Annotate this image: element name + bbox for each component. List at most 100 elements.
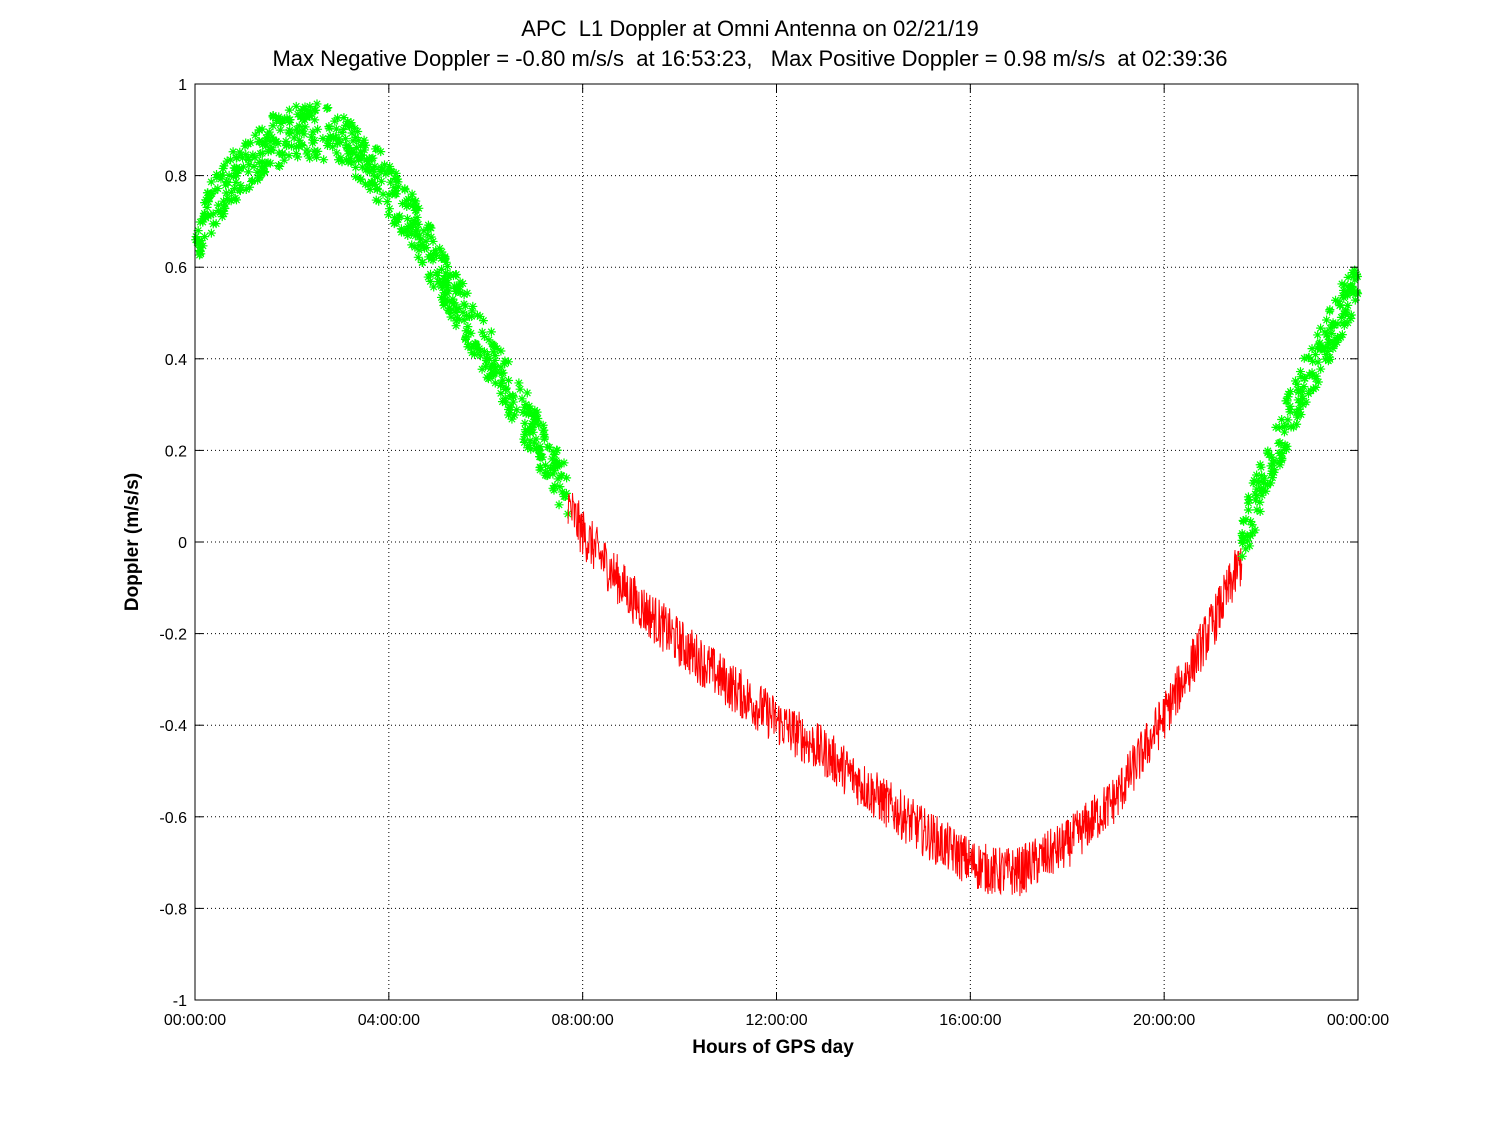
doppler-marker xyxy=(300,122,310,132)
doppler-marker xyxy=(313,146,323,156)
doppler-marker xyxy=(468,301,478,311)
doppler-marker xyxy=(464,327,474,337)
doppler-marker xyxy=(1300,373,1310,383)
doppler-marker xyxy=(440,253,450,263)
y-tick-label: 1 xyxy=(178,77,187,94)
doppler-marker xyxy=(291,142,301,152)
doppler-marker xyxy=(492,343,502,353)
y-tick-label: -1 xyxy=(173,993,187,1010)
doppler-marker xyxy=(477,327,487,337)
doppler-marker xyxy=(407,189,417,199)
doppler-marker xyxy=(1311,374,1321,384)
doppler-marker xyxy=(1321,349,1331,359)
doppler-marker xyxy=(275,125,285,135)
doppler-marker xyxy=(475,311,485,321)
doppler-marker xyxy=(532,416,542,426)
doppler-marker xyxy=(305,101,315,111)
doppler-marker xyxy=(475,346,485,356)
doppler-marker xyxy=(1243,498,1253,508)
doppler-marker xyxy=(496,346,506,356)
doppler-marker xyxy=(455,277,465,287)
doppler-marker xyxy=(298,104,308,114)
doppler-marker xyxy=(454,282,464,292)
doppler-marker xyxy=(496,388,506,398)
doppler-marker xyxy=(393,214,403,224)
doppler-marker xyxy=(333,138,343,148)
doppler-marker xyxy=(461,333,471,343)
doppler-marker xyxy=(445,269,455,279)
doppler-marker xyxy=(1338,291,1348,301)
doppler-marker xyxy=(467,306,477,316)
doppler-marker xyxy=(229,184,239,194)
doppler-marker xyxy=(559,458,569,468)
doppler-marker xyxy=(1283,415,1293,425)
doppler-marker xyxy=(1294,387,1304,397)
doppler-marker xyxy=(1277,455,1287,465)
doppler-marker xyxy=(364,153,374,163)
doppler-marker xyxy=(549,460,559,470)
doppler-marker xyxy=(257,162,267,172)
doppler-marker xyxy=(451,321,461,331)
series-1 xyxy=(567,492,1243,897)
doppler-marker xyxy=(345,153,355,163)
doppler-marker xyxy=(226,155,236,165)
doppler-marker xyxy=(249,161,259,171)
doppler-marker xyxy=(291,149,301,159)
doppler-marker xyxy=(1299,382,1309,392)
doppler-marker xyxy=(1261,486,1271,496)
doppler-marker xyxy=(555,482,565,492)
doppler-marker xyxy=(418,242,428,252)
doppler-marker xyxy=(385,161,395,171)
doppler-marker xyxy=(200,198,210,208)
doppler-marker xyxy=(1321,354,1331,364)
doppler-marker xyxy=(213,200,223,210)
doppler-marker xyxy=(274,112,284,122)
doppler-marker xyxy=(371,144,381,154)
doppler-marker xyxy=(1246,517,1256,527)
doppler-marker xyxy=(202,188,212,198)
doppler-marker xyxy=(206,189,216,199)
doppler-marker xyxy=(503,404,513,414)
doppler-marker xyxy=(250,130,260,140)
doppler-marker xyxy=(277,148,287,158)
doppler-marker xyxy=(504,402,514,412)
doppler-marker xyxy=(257,148,267,158)
doppler-marker xyxy=(338,125,348,135)
doppler-marker xyxy=(344,149,354,159)
doppler-marker xyxy=(391,217,401,227)
doppler-marker xyxy=(1325,306,1335,316)
doppler-marker xyxy=(431,250,441,260)
doppler-marker xyxy=(255,166,265,176)
doppler-marker xyxy=(350,123,360,133)
doppler-marker xyxy=(1276,448,1286,458)
doppler-marker xyxy=(402,201,412,211)
doppler-marker xyxy=(1333,319,1343,329)
doppler-marker xyxy=(293,152,303,162)
doppler-marker xyxy=(1313,330,1323,340)
doppler-marker xyxy=(351,172,361,182)
doppler-marker xyxy=(1247,520,1257,530)
doppler-marker xyxy=(247,177,257,187)
doppler-marker xyxy=(490,378,500,388)
doppler-marker xyxy=(449,298,459,308)
doppler-marker xyxy=(198,214,208,224)
x-tick-label: 04:00:00 xyxy=(358,1012,420,1029)
doppler-marker xyxy=(1255,497,1265,507)
doppler-marker xyxy=(531,434,541,444)
doppler-marker xyxy=(382,197,392,207)
doppler-marker xyxy=(413,252,423,262)
doppler-marker xyxy=(1301,397,1311,407)
doppler-marker xyxy=(1343,300,1353,310)
doppler-marker xyxy=(250,153,260,163)
doppler-marker xyxy=(335,138,345,148)
doppler-marker xyxy=(356,147,366,157)
doppler-marker xyxy=(334,134,344,144)
doppler-marker xyxy=(226,196,236,206)
doppler-marker xyxy=(216,170,226,180)
doppler-marker xyxy=(228,147,238,157)
doppler-marker xyxy=(425,276,435,286)
doppler-marker xyxy=(1252,491,1262,501)
doppler-marker xyxy=(365,167,375,177)
doppler-marker xyxy=(461,326,471,336)
doppler-marker xyxy=(294,135,304,145)
